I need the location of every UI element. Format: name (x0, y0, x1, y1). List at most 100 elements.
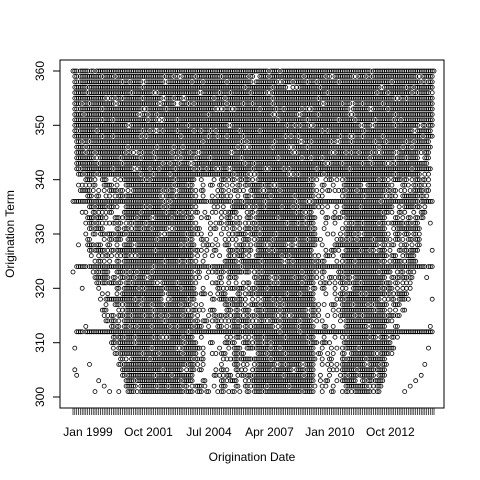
data-point (103, 79, 109, 85)
data-point (204, 74, 210, 79)
data-point (151, 144, 157, 150)
data-point (407, 117, 413, 123)
data-point (153, 101, 158, 106)
data-point (237, 133, 243, 139)
data-point (248, 84, 254, 90)
data-point (182, 144, 188, 150)
data-point (272, 117, 278, 123)
data-point (220, 101, 226, 106)
data-point (209, 139, 215, 145)
data-point (413, 122, 419, 128)
data-point (109, 112, 114, 117)
data-point (281, 122, 287, 128)
data-point (187, 139, 193, 145)
data-point (198, 95, 204, 101)
data-point (226, 74, 232, 79)
data-point (413, 79, 419, 85)
data-point (246, 79, 252, 85)
data-point (209, 90, 215, 96)
data-point (220, 95, 226, 101)
data-point (396, 74, 402, 79)
data-point (215, 101, 221, 106)
data-point (310, 79, 316, 85)
data-point (193, 84, 199, 90)
data-point (242, 68, 248, 74)
data-point (120, 74, 125, 79)
data-point (316, 101, 322, 106)
data-point (237, 95, 243, 101)
data-point (220, 112, 226, 117)
data-point (429, 74, 435, 79)
data-point (109, 101, 114, 106)
data-point (301, 106, 307, 112)
data-point (176, 139, 182, 145)
data-point (193, 90, 199, 96)
data-point (356, 101, 362, 106)
data-point (272, 79, 278, 85)
data-point (418, 90, 424, 96)
data-point (182, 122, 188, 128)
data-point (215, 128, 221, 134)
data-point (424, 139, 430, 145)
data-point (209, 133, 215, 139)
data-point (427, 95, 433, 101)
data-point (154, 101, 160, 106)
data-point (424, 68, 430, 74)
data-point (202, 112, 208, 117)
data-point (237, 112, 243, 117)
data-point (394, 117, 400, 123)
data-point (365, 106, 371, 112)
data-point (402, 128, 408, 134)
data-point (198, 84, 204, 90)
data-point (248, 68, 254, 74)
data-point (103, 112, 109, 117)
data-point (116, 79, 122, 85)
data-point (427, 112, 433, 117)
data-point (429, 90, 435, 96)
data-point (167, 144, 173, 150)
data-point (400, 139, 406, 145)
data-point (400, 84, 406, 90)
data-point (218, 95, 224, 101)
data-point (220, 79, 226, 85)
data-point (365, 68, 371, 74)
data-point (349, 117, 354, 123)
data-point (356, 122, 362, 128)
data-point (343, 133, 349, 139)
data-point (418, 128, 424, 134)
data-point (382, 106, 387, 112)
data-point (292, 133, 298, 139)
data-point (231, 144, 237, 150)
data-point (109, 68, 114, 74)
data-point (266, 101, 272, 106)
data-point (187, 112, 193, 117)
data-point (204, 101, 210, 106)
data-point (103, 74, 109, 79)
data-point (187, 144, 193, 150)
data-point (268, 139, 274, 145)
data-point (248, 95, 254, 101)
data-point (103, 128, 109, 134)
data-point (103, 101, 109, 106)
data-point (248, 128, 254, 134)
data-point (407, 106, 413, 112)
data-point (204, 106, 210, 112)
data-point (138, 79, 144, 85)
data-point (248, 139, 254, 145)
data-point (207, 95, 213, 101)
data-point (237, 79, 243, 85)
data-point (114, 90, 120, 96)
data-point (176, 79, 182, 85)
data-point (224, 122, 230, 128)
data-point (402, 106, 408, 112)
data-point (193, 122, 199, 128)
data-point (99, 95, 105, 101)
data-point (231, 68, 237, 74)
data-point (237, 139, 243, 145)
data-point (120, 101, 125, 106)
data-point (226, 79, 232, 85)
data-point (418, 117, 424, 123)
data-point (319, 74, 325, 79)
data-point (242, 74, 248, 79)
data-point (327, 74, 332, 79)
